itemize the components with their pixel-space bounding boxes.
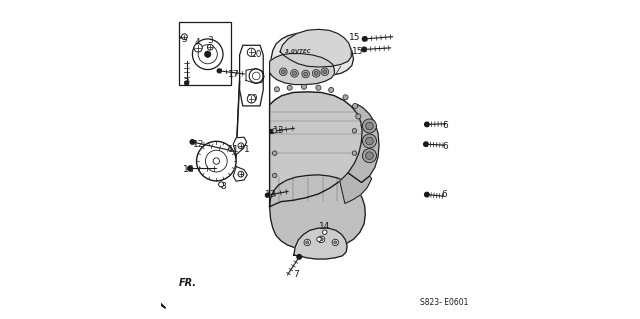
Circle shape [182, 34, 188, 40]
Circle shape [362, 119, 376, 133]
Polygon shape [294, 228, 347, 259]
Circle shape [185, 81, 189, 85]
Polygon shape [269, 175, 365, 250]
Circle shape [312, 70, 320, 77]
Text: 5: 5 [181, 35, 187, 44]
Circle shape [332, 239, 339, 246]
Text: 6: 6 [442, 121, 448, 130]
Text: 10: 10 [251, 50, 262, 59]
Text: FR.: FR. [179, 278, 196, 288]
Circle shape [365, 137, 373, 145]
Circle shape [266, 193, 269, 197]
Circle shape [320, 238, 323, 241]
Circle shape [238, 171, 244, 177]
Circle shape [304, 239, 310, 246]
Circle shape [304, 72, 308, 76]
Text: 15: 15 [349, 33, 361, 42]
Circle shape [333, 241, 337, 244]
Polygon shape [233, 167, 247, 181]
Polygon shape [280, 29, 351, 67]
Circle shape [291, 70, 298, 77]
Circle shape [194, 44, 202, 52]
Polygon shape [271, 33, 353, 76]
Circle shape [317, 237, 321, 241]
Text: 12: 12 [193, 140, 204, 149]
Circle shape [218, 182, 223, 187]
Circle shape [343, 95, 348, 100]
Polygon shape [157, 300, 166, 308]
Circle shape [247, 48, 255, 56]
Polygon shape [348, 105, 379, 182]
Circle shape [301, 84, 307, 89]
Polygon shape [233, 137, 246, 155]
Text: 17: 17 [227, 70, 239, 78]
Text: 1: 1 [244, 145, 250, 154]
Circle shape [190, 140, 195, 144]
Circle shape [247, 95, 255, 103]
Text: 15: 15 [352, 47, 364, 56]
Circle shape [352, 129, 356, 133]
Circle shape [306, 241, 309, 244]
Circle shape [362, 47, 366, 52]
Circle shape [205, 51, 211, 57]
Text: 4: 4 [195, 38, 200, 47]
Circle shape [362, 149, 376, 163]
Circle shape [238, 143, 244, 149]
Circle shape [269, 130, 273, 133]
Circle shape [297, 255, 301, 259]
Circle shape [424, 192, 429, 197]
Text: S823- E0601: S823- E0601 [420, 298, 468, 307]
Text: 16: 16 [183, 165, 195, 174]
Text: 11: 11 [228, 145, 239, 154]
Circle shape [328, 87, 333, 93]
Circle shape [218, 69, 221, 73]
Text: 8: 8 [221, 182, 227, 191]
Circle shape [365, 152, 373, 160]
Text: 3.0VTEC: 3.0VTEC [285, 48, 311, 54]
Text: 10: 10 [246, 94, 258, 103]
Circle shape [275, 87, 280, 92]
Circle shape [314, 71, 318, 75]
Circle shape [188, 166, 192, 171]
Circle shape [287, 85, 292, 90]
Circle shape [362, 134, 376, 148]
Text: 9: 9 [317, 236, 323, 245]
Circle shape [353, 103, 358, 108]
Circle shape [323, 230, 327, 234]
Circle shape [356, 114, 361, 119]
Circle shape [207, 44, 213, 50]
Circle shape [280, 68, 287, 76]
Circle shape [362, 37, 367, 41]
Text: 6: 6 [442, 142, 448, 151]
Circle shape [316, 85, 321, 90]
Text: 14: 14 [319, 222, 330, 231]
Circle shape [273, 151, 277, 155]
Circle shape [213, 158, 220, 164]
Bar [179, 22, 231, 85]
Circle shape [365, 122, 373, 130]
Circle shape [302, 70, 310, 78]
Text: 2: 2 [184, 78, 189, 87]
Circle shape [292, 71, 296, 75]
Circle shape [321, 68, 328, 76]
Text: 13: 13 [266, 190, 277, 199]
Text: 6: 6 [442, 190, 447, 199]
Circle shape [319, 236, 324, 242]
Polygon shape [269, 92, 362, 207]
Text: 13: 13 [273, 126, 284, 135]
Circle shape [323, 70, 326, 74]
Circle shape [424, 142, 428, 146]
Circle shape [282, 70, 285, 74]
Circle shape [273, 129, 277, 133]
Text: 3: 3 [207, 36, 213, 45]
Text: 7: 7 [293, 271, 299, 279]
Polygon shape [340, 173, 372, 204]
Circle shape [352, 151, 356, 155]
Circle shape [273, 173, 277, 178]
Polygon shape [269, 54, 334, 105]
Circle shape [424, 122, 429, 127]
